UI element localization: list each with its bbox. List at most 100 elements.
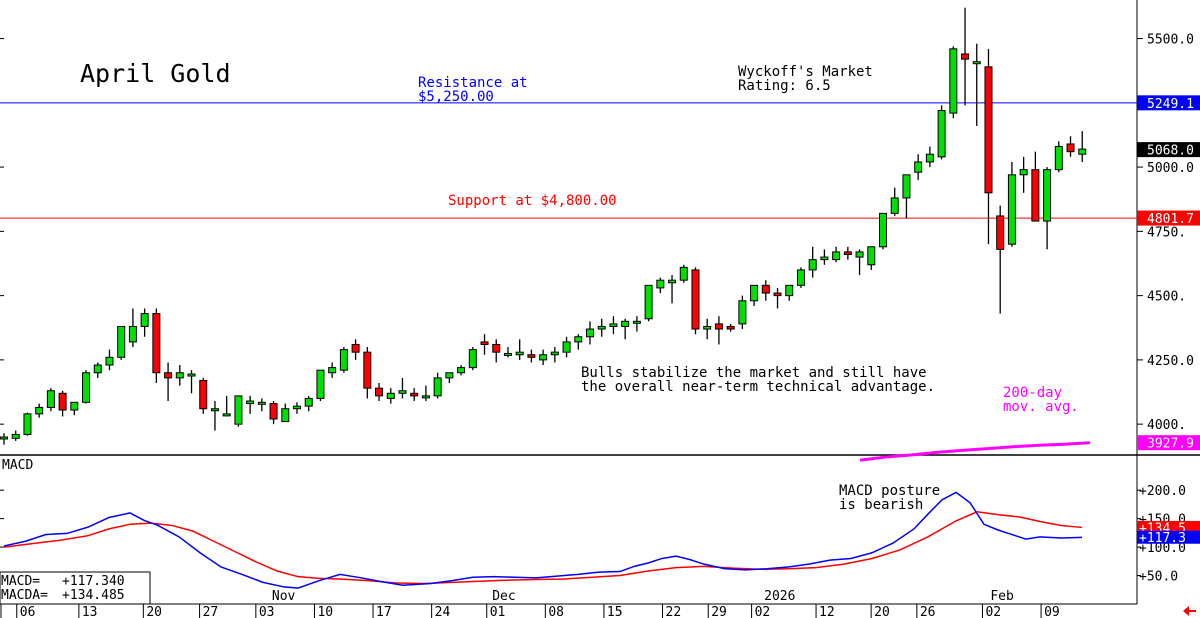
candle-body <box>468 349 477 369</box>
price-tick-label: 4750. <box>1147 225 1186 240</box>
x-axis: 06 13 20 27 03 10 17 24 01 08 15 22 29 02 12 20 26 02 09No… <box>0 589 1060 618</box>
x-tick-label: 06 <box>20 605 36 618</box>
candle-body <box>949 48 958 114</box>
candle-body <box>515 351 524 356</box>
candle-body <box>222 413 231 417</box>
candle-body <box>269 403 278 420</box>
candle-body <box>855 251 864 258</box>
candle-body <box>550 351 559 356</box>
support-badge-label: 4801.7 <box>1147 212 1194 227</box>
candle-body <box>351 343 360 353</box>
x-tick-label: 17 <box>376 605 392 618</box>
macda-readout-label: MACDA= <box>1 588 48 603</box>
price-tick-label: 5000.0 <box>1147 161 1194 176</box>
candle-body <box>738 300 747 325</box>
candle-body <box>398 390 407 394</box>
rating-line2: Rating: 6.5 <box>738 78 831 94</box>
candle-body <box>316 369 325 399</box>
candle-body <box>972 61 981 65</box>
candle-body <box>773 292 782 297</box>
candle-body <box>46 390 55 408</box>
candle-body <box>691 269 700 330</box>
macda-badge <box>1137 520 1200 534</box>
candle-body <box>503 352 512 356</box>
candle-body <box>1078 148 1087 155</box>
price-tick-label: 4000. <box>1147 418 1186 433</box>
macd-panel-label: MACD <box>2 458 33 473</box>
x-tick-label: 02 <box>985 605 1001 618</box>
macd-tick-label: +100.0 <box>1139 541 1186 556</box>
x-tick-label: 02 <box>755 605 771 618</box>
price-y-axis: 4000. 4250.0 4500. 4750. 5000.0 5500.0 <box>0 33 1194 433</box>
support-badge <box>1137 210 1200 226</box>
candle-body <box>902 174 911 199</box>
x-tick-label: 13 <box>82 605 98 618</box>
candle-body <box>703 325 712 330</box>
candle-body <box>164 372 173 379</box>
candle-body <box>492 343 501 353</box>
candle-body <box>632 320 641 324</box>
candle-body <box>961 53 970 60</box>
candle-body <box>117 325 126 358</box>
candle-body <box>210 408 219 412</box>
candle-body <box>1043 169 1052 222</box>
x-tick-label: 10 <box>317 605 333 618</box>
candle-body <box>574 336 583 343</box>
candle-body <box>914 161 923 173</box>
ma200-note-line2: mov. avg. <box>1003 399 1079 415</box>
candle-body <box>1066 143 1075 153</box>
macd-badge <box>1137 530 1200 544</box>
candle-body <box>105 356 114 366</box>
last-price-badge <box>1137 142 1200 158</box>
candle-body <box>726 325 735 330</box>
candle-body <box>937 110 946 158</box>
resistance-badge-label: 5249.1 <box>1147 97 1194 112</box>
candle-body <box>539 354 548 361</box>
x-tick-label: 24 <box>435 605 451 618</box>
candle-body <box>1007 174 1016 245</box>
candle-body <box>386 392 395 399</box>
x-tick-label: 08 <box>548 605 564 618</box>
x-month-label: Dec <box>492 589 515 604</box>
candle-body <box>796 269 805 286</box>
candle-body <box>761 284 770 294</box>
candle-body <box>0 436 8 440</box>
candle-body <box>128 325 137 343</box>
candle-body <box>480 341 489 345</box>
candle-body <box>714 323 723 330</box>
back-arrow-icon[interactable] <box>1183 606 1196 616</box>
price-tick-label: 4500. <box>1147 290 1186 305</box>
ma200-line <box>859 441 1091 462</box>
candle-body <box>11 433 20 439</box>
candle-body <box>433 377 442 397</box>
x-tick-label: 01 <box>490 605 506 618</box>
x-tick-label: 09 <box>1044 605 1060 618</box>
last-price-badge-label: 5068.0 <box>1147 144 1194 159</box>
candlesticks <box>0 7 1087 445</box>
macda-line <box>3 511 1083 585</box>
macd-y-axis: +200.0+150.0+100.0+50.0 <box>0 484 1186 585</box>
macda-readout-value: +134.485 <box>62 588 125 603</box>
candle-body <box>410 392 419 397</box>
chart-title: April Gold <box>80 59 231 88</box>
candle-body <box>527 354 536 358</box>
candle-body <box>1019 169 1028 176</box>
rating-line1: Wyckoff's Market <box>738 64 873 80</box>
candle-body <box>70 401 79 411</box>
x-tick-label: 20 <box>146 605 162 618</box>
x-month-label: Nov <box>272 589 296 604</box>
candle-body <box>785 284 794 297</box>
candle-body <box>621 320 630 327</box>
candle-body <box>199 379 208 410</box>
comment-line1: Bulls stabilize the market and still hav… <box>581 365 927 381</box>
x-month-label: Feb <box>990 589 1014 604</box>
x-tick-label: 12 <box>819 605 835 618</box>
ma200-note-line1: 200-day <box>1003 385 1062 401</box>
candle-body <box>363 351 372 389</box>
x-tick-label: 22 <box>666 605 682 618</box>
price-tick-label: 4250.0 <box>1147 354 1194 369</box>
candle-body <box>1031 169 1040 222</box>
x-tick-label: 03 <box>259 605 275 618</box>
candle-body <box>867 246 876 266</box>
candle-body <box>175 372 184 379</box>
